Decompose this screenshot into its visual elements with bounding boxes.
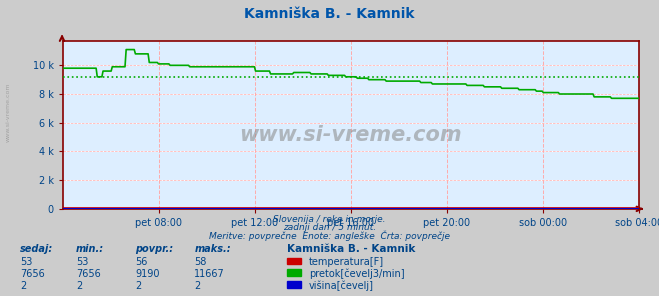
Text: 53: 53 — [76, 257, 88, 267]
Text: Slovenija / reke in morje.: Slovenija / reke in morje. — [273, 215, 386, 224]
Text: Kamniška B. - Kamnik: Kamniška B. - Kamnik — [244, 7, 415, 21]
Text: maks.:: maks.: — [194, 244, 231, 254]
Text: 9190: 9190 — [135, 269, 159, 279]
Text: 2: 2 — [76, 281, 82, 291]
Text: temperatura[F]: temperatura[F] — [309, 257, 384, 267]
Text: zadnji dan / 5 minut.: zadnji dan / 5 minut. — [283, 223, 376, 232]
Text: 2: 2 — [135, 281, 141, 291]
Text: sedaj:: sedaj: — [20, 244, 53, 254]
Text: 58: 58 — [194, 257, 207, 267]
Text: 2: 2 — [20, 281, 26, 291]
Text: 11667: 11667 — [194, 269, 225, 279]
Text: 53: 53 — [20, 257, 32, 267]
Text: www.si-vreme.com: www.si-vreme.com — [6, 83, 11, 142]
Text: višina[čevelj]: višina[čevelj] — [309, 281, 374, 291]
Text: 56: 56 — [135, 257, 148, 267]
Text: www.si-vreme.com: www.si-vreme.com — [240, 125, 462, 145]
Text: 7656: 7656 — [76, 269, 101, 279]
Text: 7656: 7656 — [20, 269, 45, 279]
Text: povpr.:: povpr.: — [135, 244, 173, 254]
Text: Meritve: povprečne  Enote: angleške  Črta: povprečje: Meritve: povprečne Enote: angleške Črta:… — [209, 231, 450, 241]
Text: min.:: min.: — [76, 244, 104, 254]
Text: Kamniška B. - Kamnik: Kamniška B. - Kamnik — [287, 244, 415, 254]
Text: 2: 2 — [194, 281, 200, 291]
Text: pretok[čevelj3/min]: pretok[čevelj3/min] — [309, 269, 405, 279]
